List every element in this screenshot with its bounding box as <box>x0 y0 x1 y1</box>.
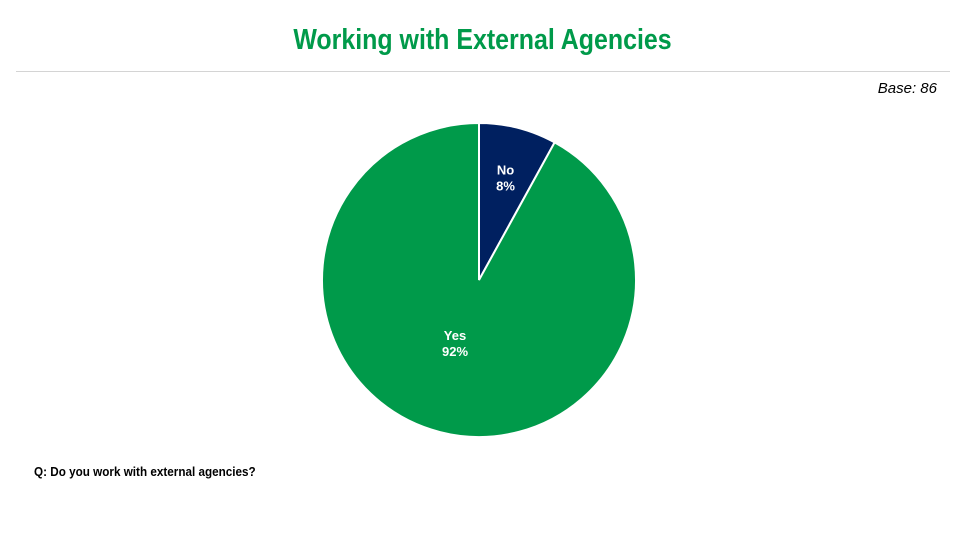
pie-slices <box>321 121 637 438</box>
title-divider <box>16 71 950 72</box>
slice-label-no-name: No <box>497 163 514 178</box>
slice-label-no-value: 8% <box>496 179 515 194</box>
slice-label-yes-value: 92% <box>442 344 468 359</box>
chart-title: Working with External Agencies <box>293 24 672 56</box>
base-note: Base: 86 <box>877 80 937 97</box>
question-text: Q: Do you work with external agencies? <box>34 464 256 479</box>
slice-label-yes-name: Yes <box>444 328 466 343</box>
pie-slice-yes <box>321 121 637 438</box>
